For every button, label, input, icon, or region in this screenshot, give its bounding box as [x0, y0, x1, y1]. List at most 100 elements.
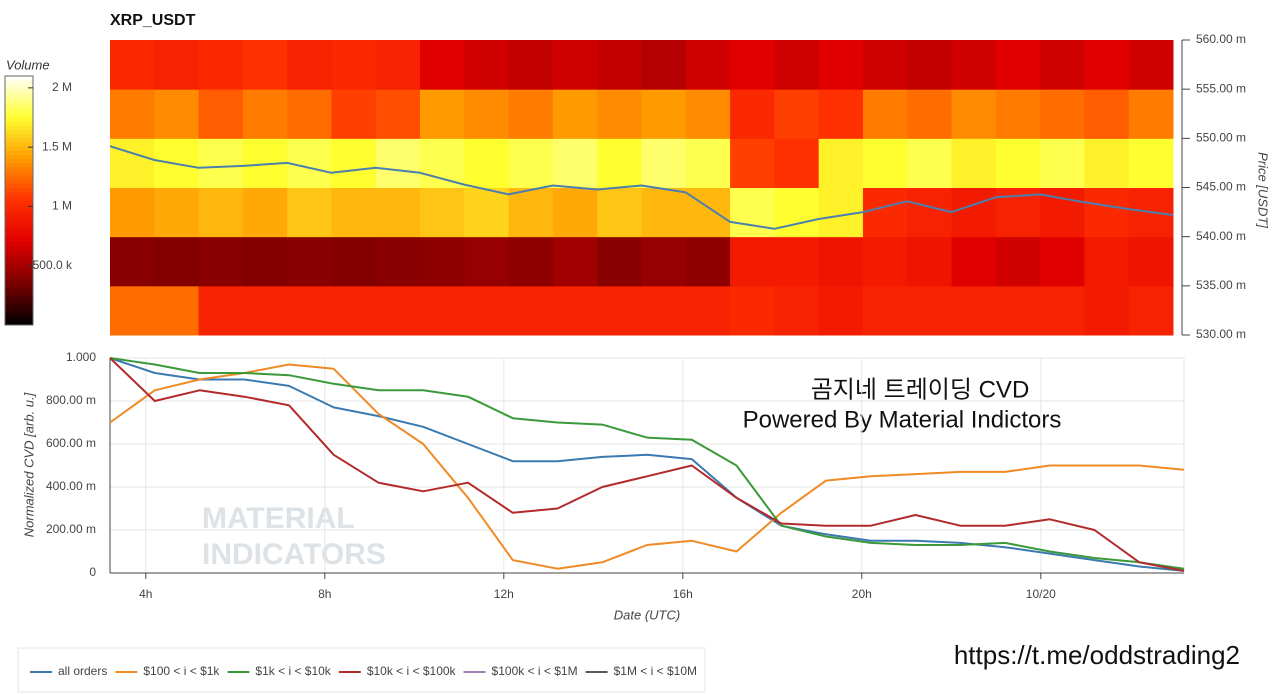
colorbar-segment	[5, 275, 33, 280]
colorbar-segment	[5, 117, 33, 123]
heatmap-cell	[110, 236, 155, 287]
colorbar-segment	[5, 171, 33, 177]
colorbar-segment	[5, 246, 33, 251]
heatmap-cell	[730, 236, 775, 287]
colorbar-segment	[5, 100, 33, 106]
heatmap-cell	[995, 236, 1041, 287]
heatmap-cell	[951, 40, 997, 90]
legend-label: $100 < i < $1k	[143, 664, 220, 678]
colorbar-segment	[5, 225, 33, 231]
x-tick-label: 8h	[318, 587, 331, 601]
y2-tick-label: 535.00 m	[1196, 278, 1246, 292]
colorbar-tick-label: 500.0 k	[33, 258, 73, 272]
heatmap-cell	[995, 285, 1041, 336]
colorbar-segment	[5, 283, 33, 289]
heatmap-cell	[287, 285, 332, 336]
cvd-line	[109, 357, 1185, 572]
colorbar-segment	[5, 200, 33, 206]
chart-title: XRP_USDT	[110, 12, 196, 29]
legend-label: $10k < i < $100k	[367, 664, 457, 678]
heatmap-cell	[730, 138, 775, 188]
heatmap-cell	[508, 40, 554, 90]
heatmap-cell	[1084, 285, 1130, 336]
heatmap-cell	[552, 89, 598, 139]
colorbar-tick-label: 1 M	[52, 199, 72, 213]
colorbar-segment	[5, 271, 33, 276]
heatmap-cell	[1040, 40, 1085, 90]
heatmap-cell	[951, 187, 997, 238]
colorbar-segment	[5, 316, 33, 322]
colorbar-segment	[5, 109, 33, 114]
colorbar-frame	[4, 75, 34, 326]
colorbar-segment	[5, 217, 33, 222]
colorbar-segment	[5, 229, 33, 235]
heatmap-cell	[331, 236, 377, 287]
heatmap-cell	[552, 236, 598, 287]
heatmap-cell	[420, 187, 465, 238]
heatmap-cell	[508, 187, 554, 238]
colorbar-segment	[5, 295, 33, 301]
colorbar-segment	[5, 192, 33, 197]
heatmap-cell	[420, 236, 465, 287]
y2-axis-label: Price [USDT]	[1256, 152, 1271, 228]
y2-tick-label: 550.00 m	[1196, 131, 1246, 145]
heatmap-cell	[508, 285, 554, 336]
heatmap-cell	[641, 89, 687, 139]
price-line	[109, 145, 1174, 230]
heatmap-cell	[774, 285, 820, 336]
colorbar-segment	[5, 179, 33, 185]
x-tick-label: 20h	[852, 587, 872, 601]
cvd-line	[109, 357, 1185, 570]
heatmap-cell	[862, 40, 908, 90]
heatmap-cell	[287, 236, 332, 287]
colorbar-segment	[5, 80, 33, 85]
heatmap-cell	[420, 285, 465, 336]
colorbar-segment	[5, 208, 33, 214]
heatmap-cell	[907, 236, 953, 287]
heatmap-cell	[597, 187, 642, 238]
heatmap-cell	[242, 236, 288, 287]
heatmap-cell	[685, 187, 731, 238]
heatmap-cell	[951, 285, 997, 336]
y2-tick-label: 555.00 m	[1196, 81, 1246, 95]
colorbar-segment	[5, 113, 33, 118]
heatmap-cell	[1040, 236, 1085, 287]
heatmap-cell	[420, 89, 465, 139]
heatmap-cell	[685, 89, 731, 139]
heatmap-cell	[331, 89, 377, 139]
heatmap-cell	[464, 285, 510, 336]
colorbar-segment	[5, 254, 33, 260]
legend-label: all orders	[58, 664, 107, 678]
heatmap-cell	[1084, 89, 1130, 139]
colorbar-segment	[5, 150, 33, 156]
colorbar-segment	[5, 262, 33, 268]
legend-box	[17, 647, 706, 693]
colorbar-label: Volume	[6, 57, 50, 72]
colorbar-tick-label: 1.5 M	[42, 139, 72, 153]
heatmap-cell	[198, 187, 244, 238]
heatmap-cell	[1128, 40, 1174, 90]
heatmap-cell	[464, 40, 510, 90]
heatmap-cell	[198, 138, 244, 188]
colorbar-segment	[5, 300, 33, 305]
colorbar-segment	[5, 266, 33, 272]
heatmap-cell	[685, 285, 731, 336]
heatmap-cell	[951, 236, 997, 287]
heatmap-cell	[287, 89, 332, 139]
y-axis-label: Normalized CVD [arb. u.]	[21, 392, 36, 537]
heatmap-cell	[1128, 236, 1174, 287]
y2-tick-label: 560.00 m	[1196, 32, 1246, 46]
cvd-line	[109, 363, 1185, 570]
heatmap-cell	[597, 40, 642, 90]
heatmap-cell	[464, 236, 510, 287]
colorbar-tick-label: 2 M	[52, 80, 72, 94]
y2-tick-label: 530.00 m	[1196, 327, 1246, 341]
heatmap-cell	[331, 285, 377, 336]
colorbar-segment	[5, 92, 33, 98]
heatmap-cell	[818, 89, 864, 139]
x-axis-label: Date (UTC)	[614, 607, 680, 622]
heatmap-cell	[110, 89, 155, 139]
heatmap-cell	[774, 89, 820, 139]
heatmap-cell	[375, 89, 421, 139]
